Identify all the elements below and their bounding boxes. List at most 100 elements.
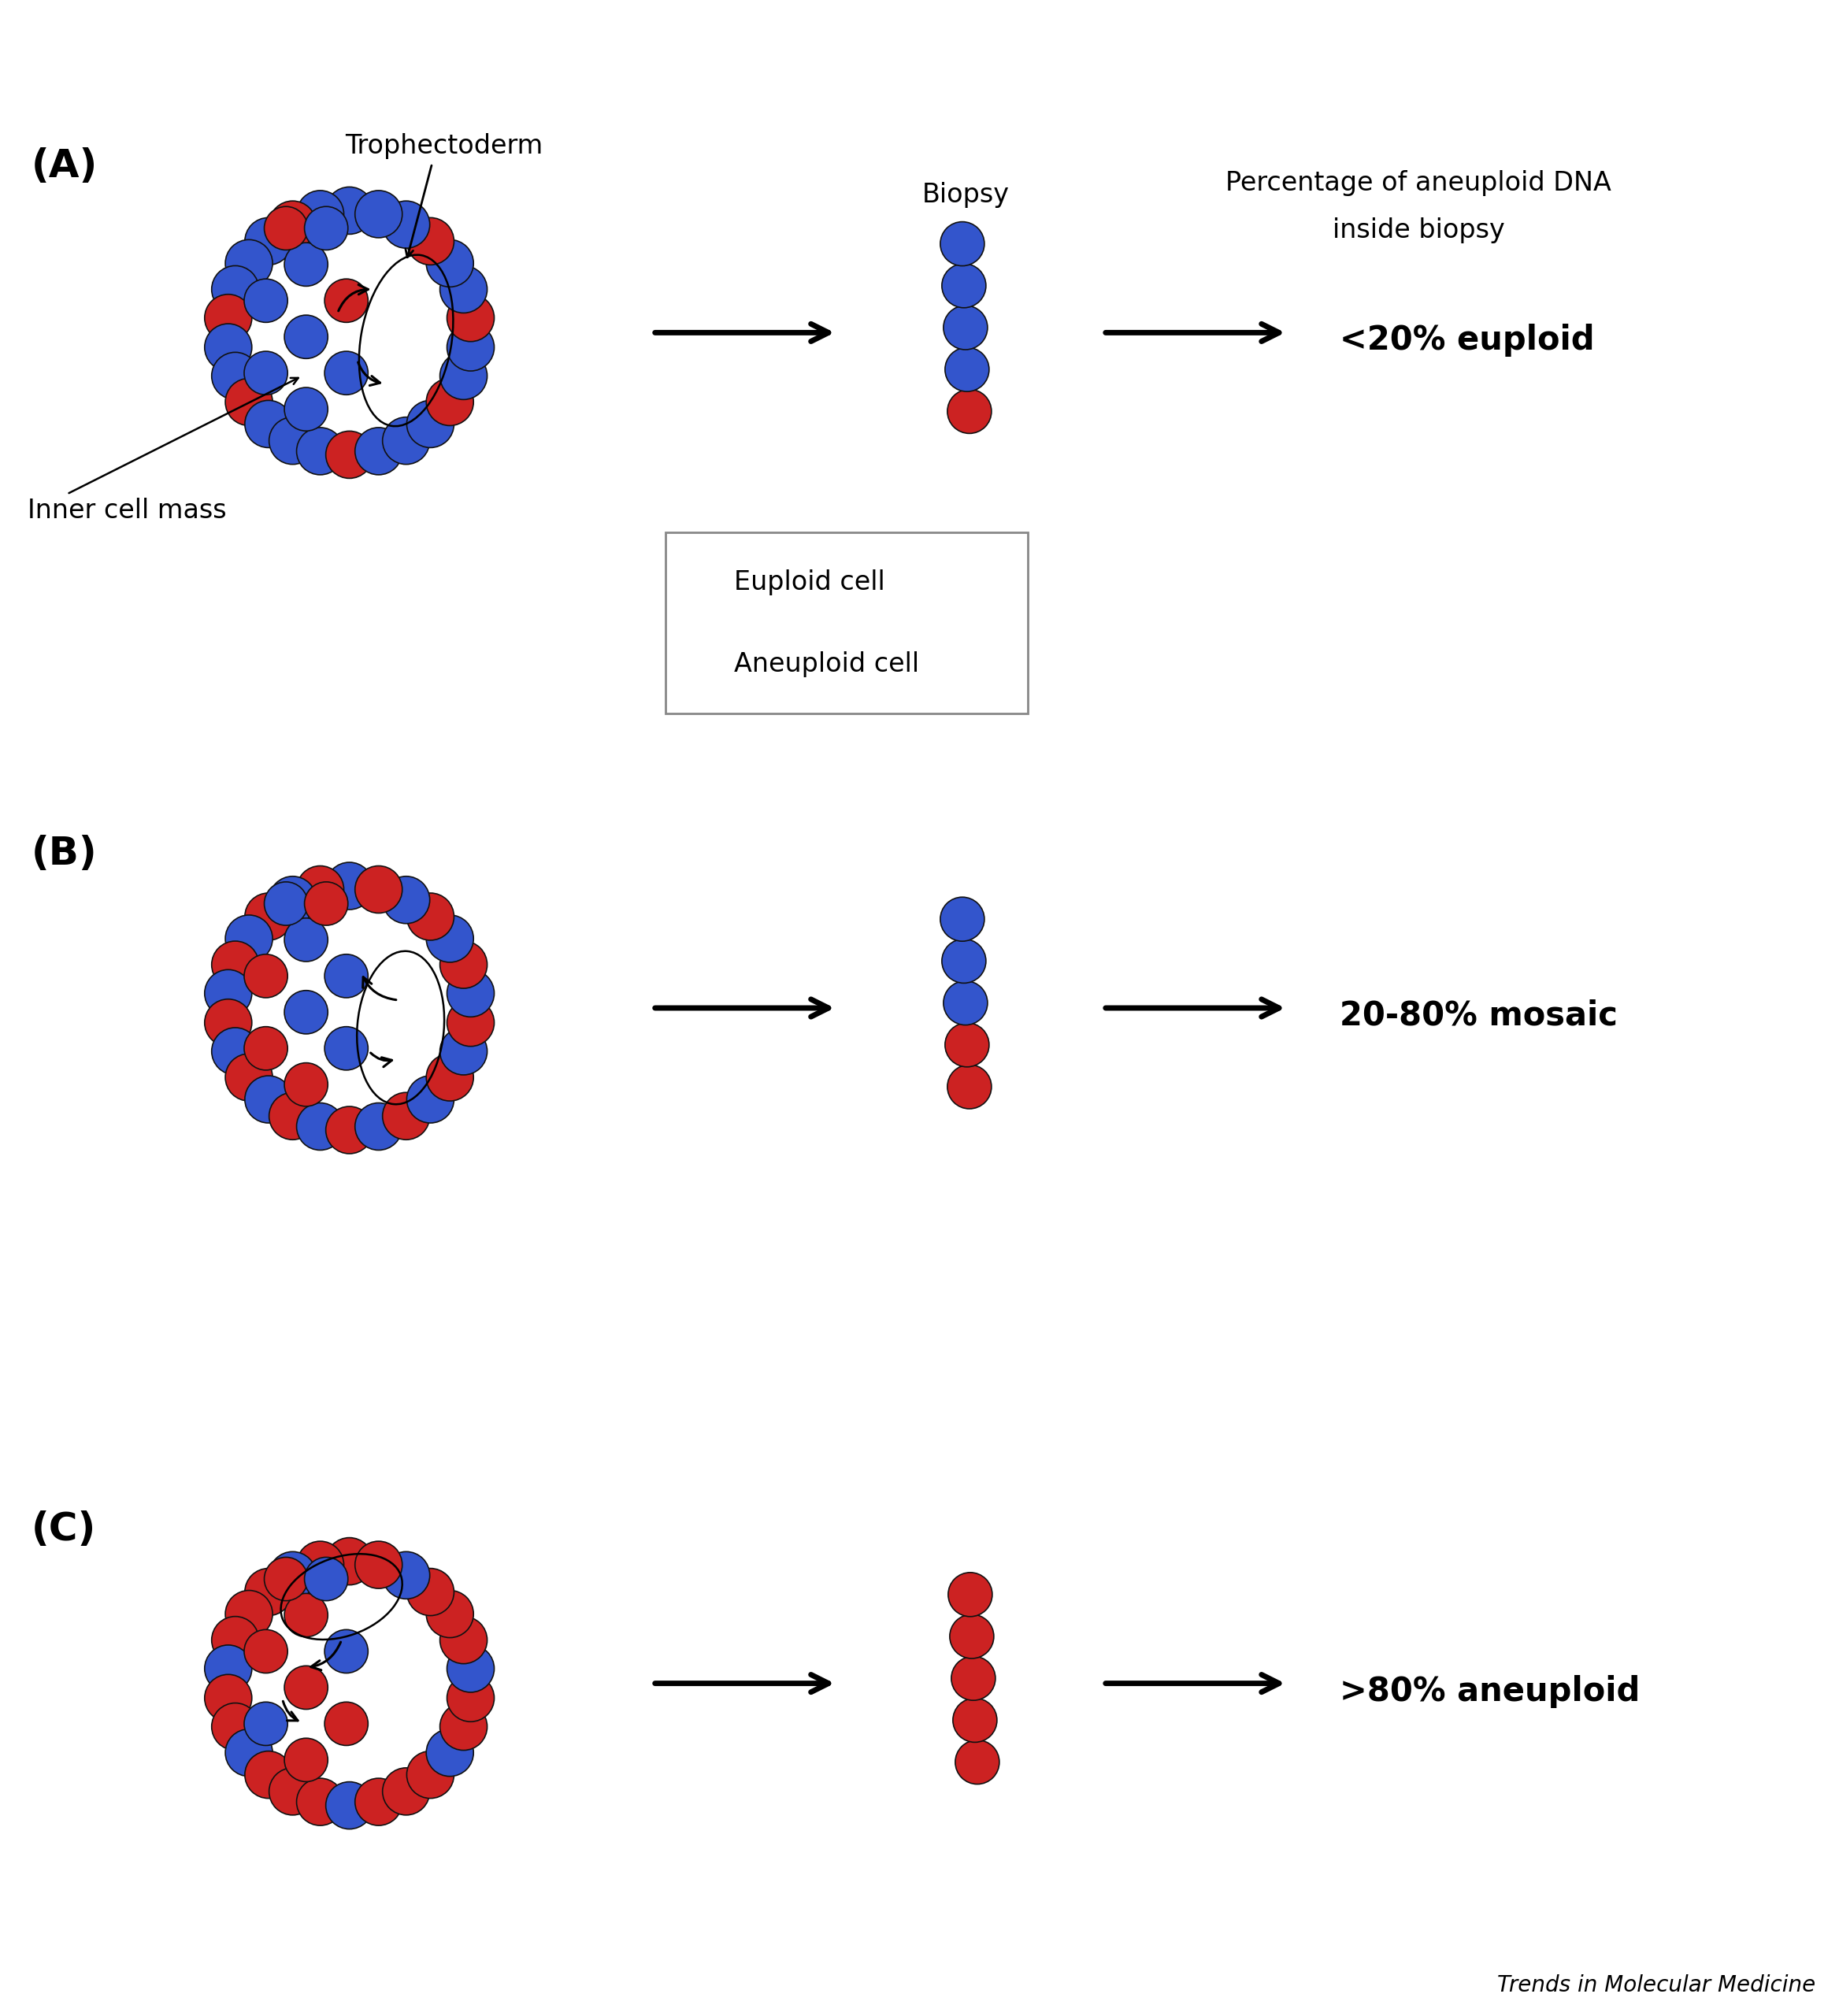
Circle shape — [305, 1556, 348, 1601]
Text: (A): (A) — [31, 147, 97, 185]
Circle shape — [211, 353, 259, 399]
Circle shape — [326, 1782, 373, 1829]
Circle shape — [355, 1540, 403, 1589]
Circle shape — [945, 1022, 989, 1066]
Circle shape — [427, 915, 473, 962]
Circle shape — [427, 1054, 473, 1101]
Circle shape — [226, 379, 272, 425]
Circle shape — [268, 877, 316, 923]
Circle shape — [211, 1704, 259, 1750]
Circle shape — [440, 353, 487, 399]
Circle shape — [326, 187, 373, 234]
Text: Percentage of aneuploid DNA: Percentage of aneuploid DNA — [1225, 169, 1611, 196]
Circle shape — [953, 1697, 997, 1742]
Circle shape — [440, 1617, 487, 1663]
Circle shape — [355, 427, 403, 476]
Circle shape — [447, 294, 495, 341]
Circle shape — [440, 1028, 487, 1075]
Text: (B): (B) — [31, 835, 97, 873]
Circle shape — [427, 240, 473, 286]
Circle shape — [324, 351, 368, 395]
Circle shape — [427, 379, 473, 425]
Circle shape — [940, 222, 984, 266]
Circle shape — [406, 1568, 454, 1615]
Circle shape — [226, 1730, 272, 1776]
Circle shape — [296, 190, 344, 238]
Circle shape — [245, 954, 287, 998]
Circle shape — [447, 1645, 495, 1691]
Circle shape — [440, 941, 487, 988]
Circle shape — [427, 1730, 473, 1776]
Circle shape — [951, 1657, 995, 1699]
Circle shape — [285, 917, 327, 962]
Circle shape — [406, 1077, 454, 1123]
Text: Inner cell mass: Inner cell mass — [28, 498, 226, 524]
Circle shape — [285, 387, 327, 431]
Circle shape — [945, 347, 989, 391]
Circle shape — [427, 1591, 473, 1637]
Circle shape — [268, 202, 316, 248]
Circle shape — [326, 431, 373, 478]
Circle shape — [355, 865, 403, 913]
Circle shape — [285, 990, 327, 1034]
Circle shape — [949, 1615, 993, 1659]
Circle shape — [268, 1768, 316, 1814]
Circle shape — [447, 1675, 495, 1722]
Circle shape — [680, 560, 725, 605]
FancyBboxPatch shape — [666, 532, 1028, 714]
Circle shape — [326, 863, 373, 909]
Text: Biopsy: Biopsy — [921, 181, 1010, 208]
Circle shape — [447, 1000, 495, 1046]
Circle shape — [954, 1740, 999, 1784]
Circle shape — [285, 242, 327, 286]
Circle shape — [447, 970, 495, 1016]
Text: >80% aneuploid: >80% aneuploid — [1341, 1675, 1640, 1708]
Circle shape — [440, 266, 487, 312]
Circle shape — [949, 1572, 993, 1617]
Circle shape — [447, 325, 495, 371]
Circle shape — [942, 264, 986, 308]
Text: <20% euploid: <20% euploid — [1341, 325, 1594, 357]
Text: (C): (C) — [31, 1510, 96, 1548]
Circle shape — [680, 641, 725, 685]
Circle shape — [296, 1103, 344, 1151]
Circle shape — [245, 1568, 292, 1615]
Circle shape — [265, 881, 307, 925]
Circle shape — [943, 306, 988, 349]
Circle shape — [440, 1704, 487, 1750]
Circle shape — [406, 401, 454, 448]
Circle shape — [305, 206, 348, 250]
Circle shape — [204, 294, 252, 341]
Circle shape — [204, 1675, 252, 1722]
Circle shape — [383, 1768, 430, 1814]
Circle shape — [211, 266, 259, 312]
Circle shape — [268, 417, 316, 464]
Circle shape — [383, 1552, 430, 1599]
Circle shape — [265, 1556, 307, 1601]
Circle shape — [211, 941, 259, 988]
Circle shape — [383, 202, 430, 248]
Circle shape — [245, 351, 287, 395]
Circle shape — [943, 982, 988, 1024]
Circle shape — [211, 1617, 259, 1663]
Circle shape — [245, 218, 292, 264]
Circle shape — [383, 1093, 430, 1139]
Circle shape — [296, 427, 344, 476]
Circle shape — [940, 897, 984, 941]
Circle shape — [211, 1028, 259, 1075]
Circle shape — [296, 865, 344, 913]
Circle shape — [245, 1026, 287, 1070]
Text: 20-80% mosaic: 20-80% mosaic — [1341, 1000, 1618, 1032]
Circle shape — [324, 954, 368, 998]
Circle shape — [324, 1629, 368, 1673]
Circle shape — [285, 314, 327, 359]
Circle shape — [947, 1064, 991, 1109]
Circle shape — [268, 1552, 316, 1599]
Circle shape — [324, 1702, 368, 1746]
Circle shape — [285, 1593, 327, 1637]
Circle shape — [285, 1738, 327, 1782]
Circle shape — [383, 877, 430, 923]
Circle shape — [296, 1540, 344, 1589]
Circle shape — [268, 1093, 316, 1139]
Circle shape — [326, 1107, 373, 1153]
